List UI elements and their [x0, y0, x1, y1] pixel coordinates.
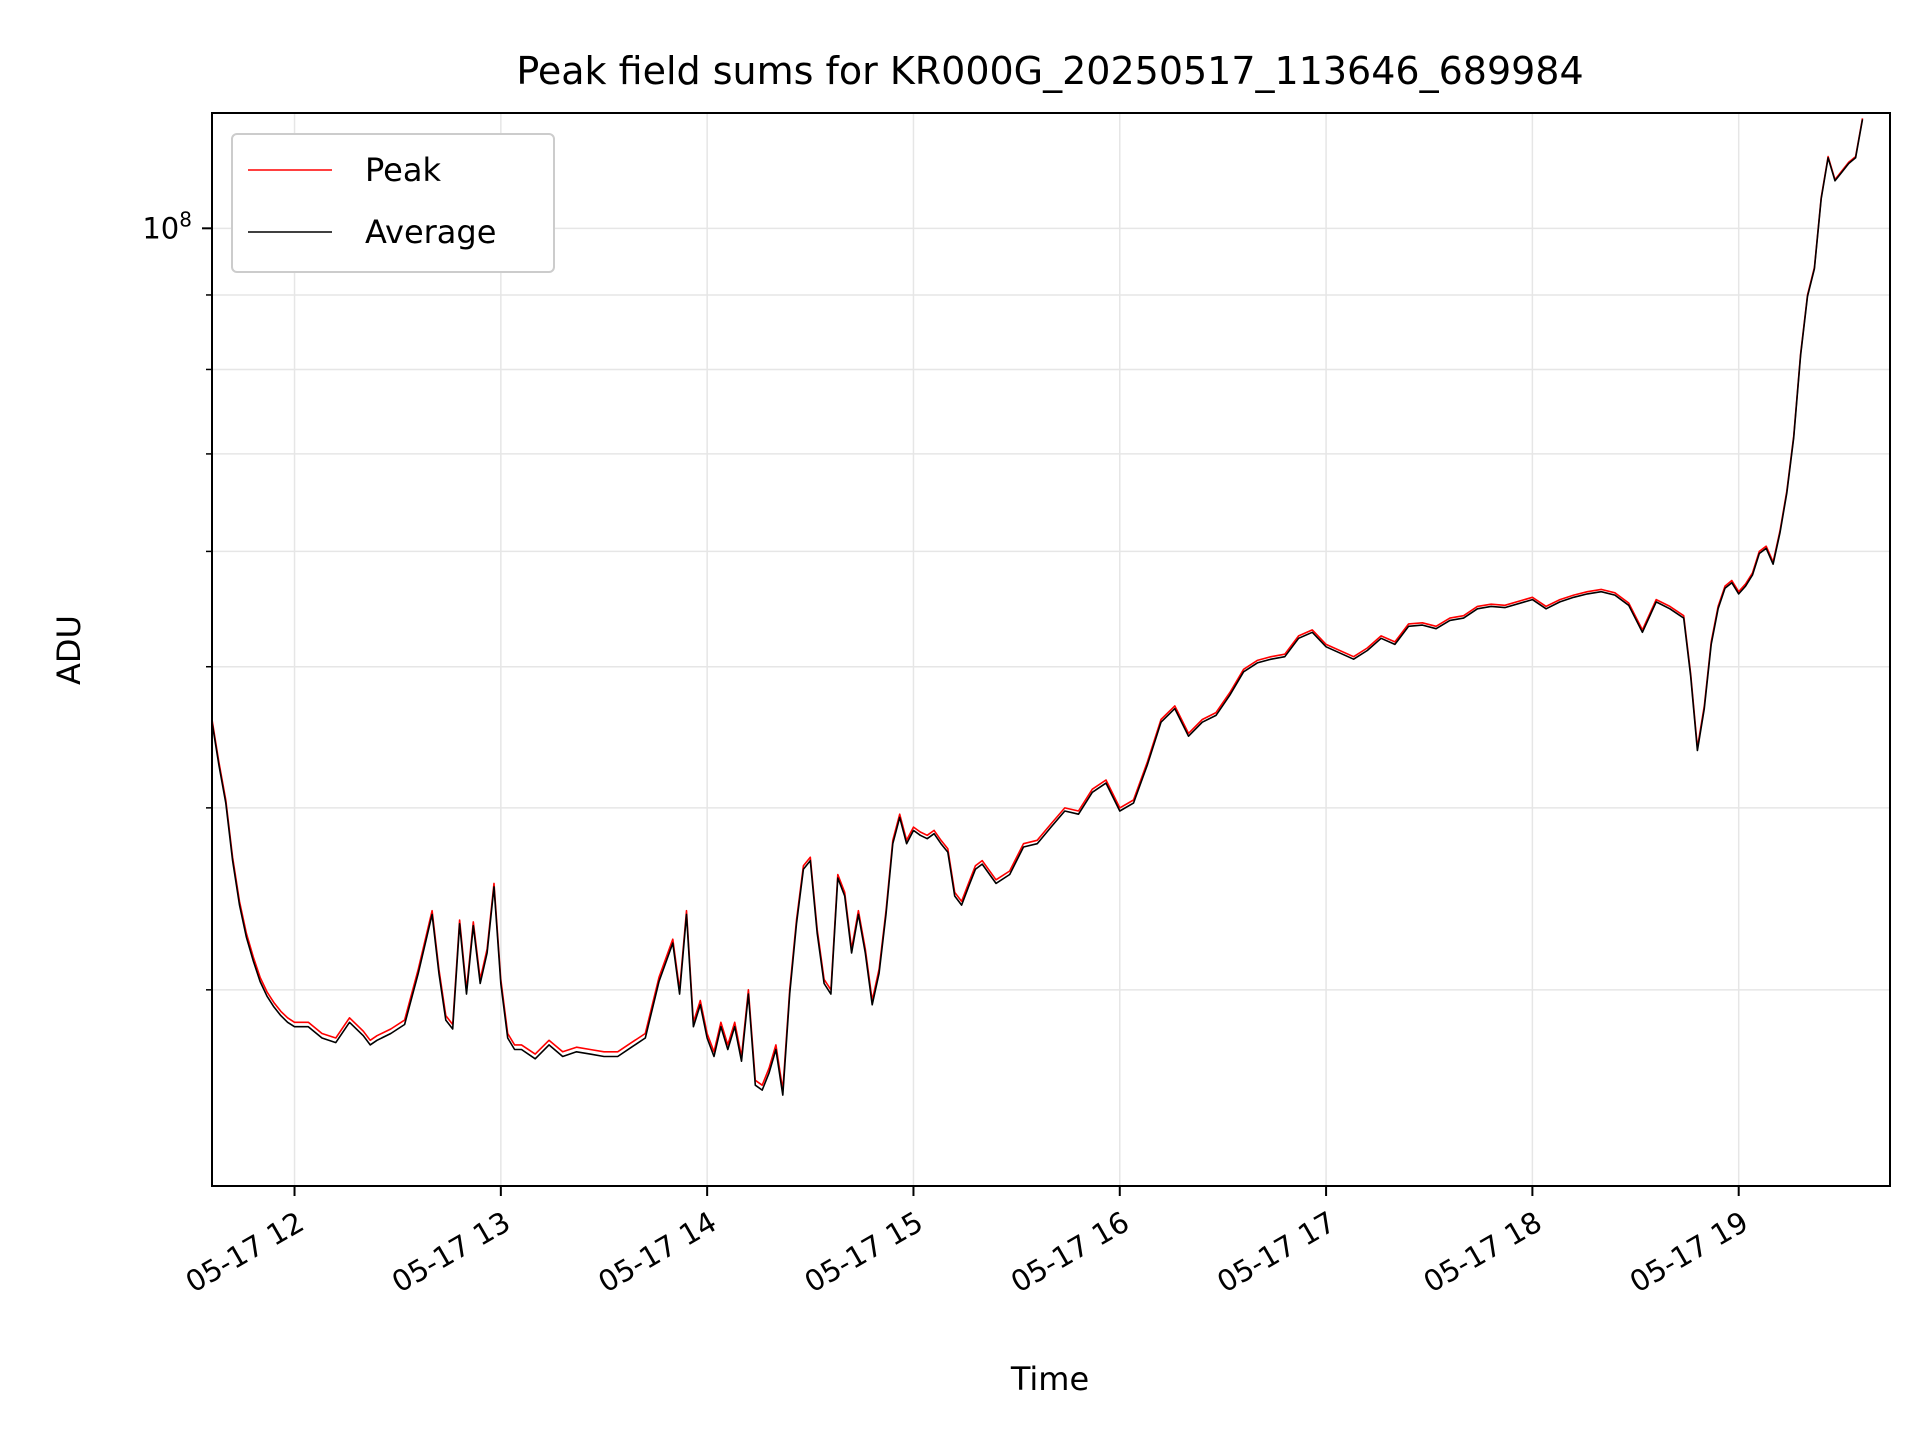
- grid: [212, 113, 1890, 1186]
- x-axis-label: Time: [1010, 1360, 1089, 1398]
- legend-average-label: Average: [365, 213, 496, 251]
- legend-peak-label: Peak: [365, 151, 441, 189]
- plot-area-frame: [211, 112, 1891, 1187]
- y-axis-ticks: 108: [142, 207, 212, 991]
- series-lines: [212, 118, 1864, 1096]
- legend-box: [231, 133, 555, 273]
- chart-title: Peak field sums for KR000G_20250517_1136…: [516, 49, 1583, 93]
- y-axis-label: ADU: [50, 615, 88, 685]
- legend: Peak Average: [231, 133, 555, 273]
- series-average-line: [212, 119, 1864, 1096]
- y-tick-label: 108: [142, 207, 192, 245]
